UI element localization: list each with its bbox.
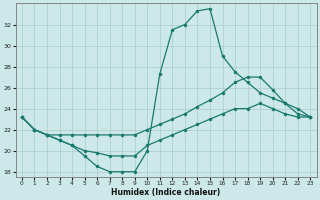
X-axis label: Humidex (Indice chaleur): Humidex (Indice chaleur)	[111, 188, 221, 197]
